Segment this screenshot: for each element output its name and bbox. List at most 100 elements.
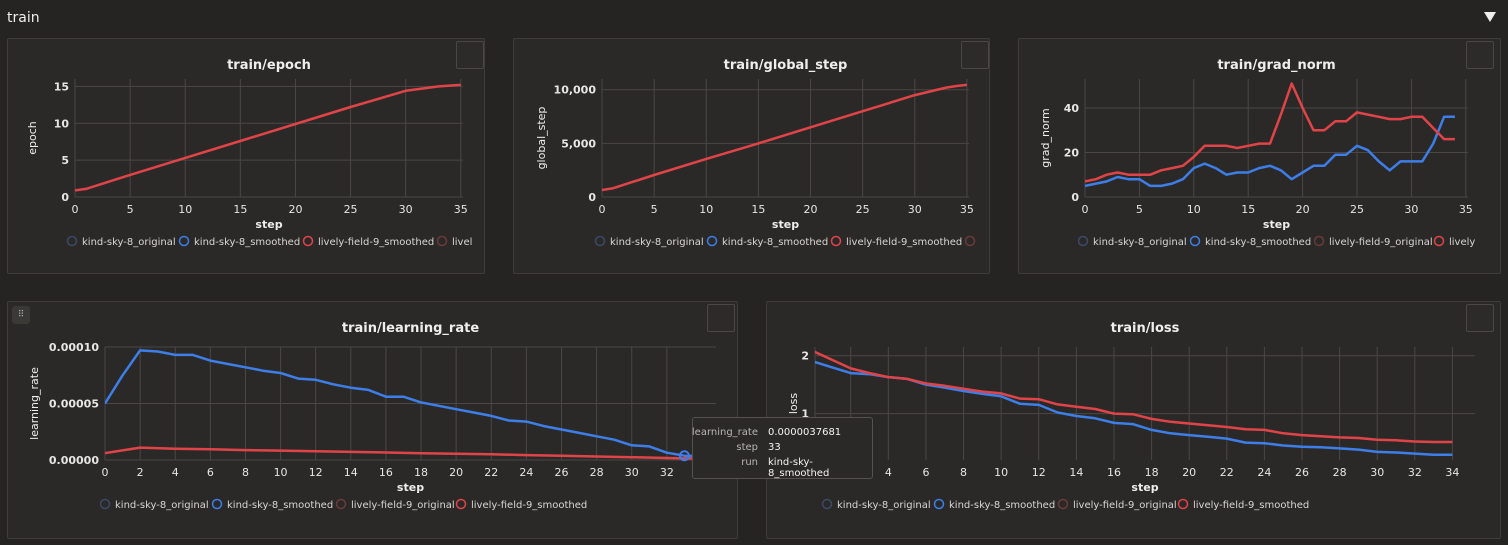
x-tick-label: 0 [1082, 203, 1089, 216]
y-tick-label: 0.00000 [49, 454, 99, 467]
legend-marker[interactable] [706, 235, 718, 247]
x-tick-label: 0 [102, 466, 109, 479]
chart-panel-epoch: train/epoch 0 5 10 15 20 25 30 35 0 5 10 15 step epoch… [7, 38, 485, 274]
x-tick-label: 28 [590, 466, 604, 479]
legend-marker[interactable] [66, 235, 78, 247]
y-axis-label: epoch [26, 121, 39, 155]
legend-label[interactable]: kind-sky-8_smoothed [1205, 237, 1311, 248]
expand-icon[interactable] [1466, 304, 1494, 332]
legend-marker[interactable] [1189, 235, 1201, 247]
x-tick-label: 15 [751, 203, 765, 216]
x-tick-label: 8 [242, 466, 249, 479]
legend-label[interactable]: kind-sky-8_smoothed [949, 500, 1055, 511]
y-tick-label: 40 [1064, 102, 1080, 115]
x-tick-label: 22 [1220, 466, 1234, 479]
y-tick-label: 0 [1071, 191, 1079, 204]
legend-label[interactable]: lively-field-9_smoothed [318, 237, 434, 248]
x-tick-label: 15 [1241, 203, 1255, 216]
chart-title: train/grad_norm [1217, 58, 1335, 73]
x-tick-label: 22 [484, 466, 498, 479]
legend-marker[interactable] [302, 235, 314, 247]
x-tick-label: 24 [1257, 466, 1271, 479]
x-tick-label: 10 [274, 466, 288, 479]
x-tick-label: 12 [309, 466, 323, 479]
y-tick-label: 2 [801, 350, 809, 363]
chart-svg: train/epoch 0 5 10 15 20 25 30 35 0 5 10 15 step epoch… [26, 58, 472, 248]
legend-marker[interactable] [436, 235, 448, 247]
legend-marker[interactable] [178, 235, 190, 247]
x-tick-label: 5 [127, 203, 134, 216]
series-line-lively-field-9_smoothed[interactable] [813, 350, 1453, 444]
legend-label[interactable]: livel [452, 237, 472, 248]
x-tick-label: 30 [1404, 203, 1418, 216]
x-axis-label: step [255, 218, 282, 231]
x-tick-label: 20 [288, 203, 302, 216]
section-header[interactable]: train [0, 0, 1508, 36]
x-tick-label: 28 [1333, 466, 1347, 479]
x-tick-label: 34 [1445, 466, 1459, 479]
tooltip-row: run kind-sky-8_smoothed [693, 457, 874, 479]
x-tick-label: 6 [207, 466, 214, 479]
legend-marker[interactable] [830, 235, 842, 247]
legend-marker[interactable] [1057, 498, 1069, 510]
legend-label[interactable]: lively-field-9_smoothed [1193, 500, 1309, 511]
series-line-kind-sky-8_smoothed[interactable] [105, 349, 703, 458]
x-tick-label: 20 [1182, 466, 1196, 479]
legend-marker[interactable] [933, 498, 945, 510]
legend-label[interactable]: lively-field-9_smoothed [471, 500, 587, 511]
series-line-kind-sky-8_smoothed[interactable] [813, 360, 1453, 457]
legend-label[interactable]: kind-sky-8_original [610, 237, 704, 248]
drag-handle-icon[interactable]: ⠿ [12, 306, 30, 324]
x-tick-label: 16 [379, 466, 393, 479]
legend-label[interactable]: lively-field-9_original [351, 500, 455, 511]
legend-label[interactable]: lively [1449, 237, 1475, 248]
x-tick-label: 4 [172, 466, 179, 479]
series-line-lively-field-9_smoothed[interactable] [1085, 82, 1455, 183]
chart-panel-loss: train/loss246810121416182022242628303234… [766, 301, 1501, 539]
x-tick-label: 5 [1136, 203, 1143, 216]
y-tick-label: 10 [54, 117, 70, 130]
legend-marker[interactable] [821, 498, 833, 510]
y-tick-label: 5 [61, 154, 69, 167]
expand-icon[interactable] [1466, 41, 1494, 69]
legend-marker[interactable] [335, 498, 347, 510]
legend-marker[interactable] [1433, 235, 1445, 247]
legend-label[interactable]: lively-field-9_original [1329, 237, 1433, 248]
series-line-lively-field-9_smoothed[interactable] [75, 83, 461, 192]
y-tick-label: 5,000 [561, 137, 596, 150]
legend-marker[interactable] [455, 498, 467, 510]
legend-label[interactable]: lively-field-9_original [1073, 500, 1177, 511]
x-axis-label: step [1131, 481, 1158, 494]
legend-marker[interactable] [1313, 235, 1325, 247]
legend-label[interactable]: kind-sky-8_smoothed [722, 237, 828, 248]
legend-label[interactable]: kind-sky-8_smoothed [194, 237, 300, 248]
legend-marker[interactable] [594, 235, 606, 247]
hover-point-marker [678, 450, 690, 462]
legend-marker[interactable] [1077, 235, 1089, 247]
expand-icon[interactable] [456, 41, 484, 69]
legend-label[interactable]: kind-sky-8_original [1093, 237, 1187, 248]
collapse-triangle-icon[interactable] [1484, 12, 1496, 22]
legend-marker[interactable] [99, 498, 111, 510]
legend-marker[interactable] [1177, 498, 1189, 510]
legend-label[interactable]: kind-sky-8_original [82, 237, 176, 248]
series-line-lively-field-9_smoothed[interactable] [602, 83, 968, 192]
series-line-lively-field-9_smoothed[interactable] [105, 446, 703, 460]
tooltip-value: kind-sky-8_smoothed [768, 457, 830, 479]
expand-icon[interactable] [707, 304, 735, 332]
legend-label[interactable]: kind-sky-8_smoothed [227, 500, 333, 511]
x-tick-label: 10 [699, 203, 713, 216]
expand-icon[interactable] [961, 41, 989, 69]
tooltip-value: 33 [768, 442, 781, 453]
y-tick-label: 0 [588, 191, 596, 204]
x-tick-label: 18 [1145, 466, 1159, 479]
y-tick-label: 0.00010 [49, 341, 99, 354]
legend-marker[interactable] [964, 235, 976, 247]
x-tick-label: 14 [344, 466, 358, 479]
legend-label[interactable]: lively-field-9_smoothed [846, 237, 962, 248]
x-tick-label: 15 [233, 203, 247, 216]
legend-label[interactable]: kind-sky-8_original [837, 500, 931, 511]
series-line-kind-sky-8_smoothed[interactable] [1085, 115, 1455, 188]
legend-label[interactable]: kind-sky-8_original [115, 500, 209, 511]
legend-marker[interactable] [211, 498, 223, 510]
